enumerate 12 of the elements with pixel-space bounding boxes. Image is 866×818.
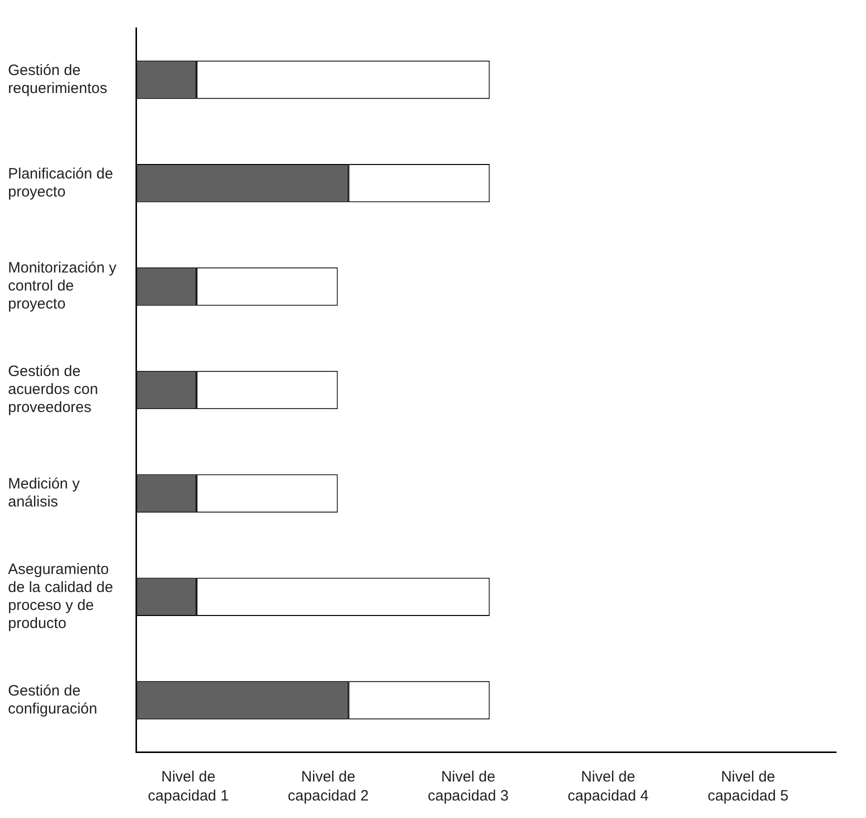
text: Nivel de capacidad 4 [568,768,649,805]
text: Nivel de capacidad 3 [428,768,509,805]
y-tick-label: Aseguramiento de la calidad de proceso y de producto [8,561,114,632]
y-tick-label: Gestión de configuración [8,682,98,718]
y-tick-label: Medición y análisis [8,476,80,511]
text: Nivel de capacidad 1 [148,768,229,805]
y-tick-label: Gestión de requerimientos [8,62,108,97]
text: Nivel de capacidad 5 [708,768,788,805]
y-tick-label: Gestión de acuerdos con proveedores [8,363,98,416]
text: Nivel de capacidad 2 [288,768,369,805]
y-tick-label: Monitorización y control de proyecto [8,260,117,313]
y-tick-label: Planificación de proyecto [8,165,114,200]
